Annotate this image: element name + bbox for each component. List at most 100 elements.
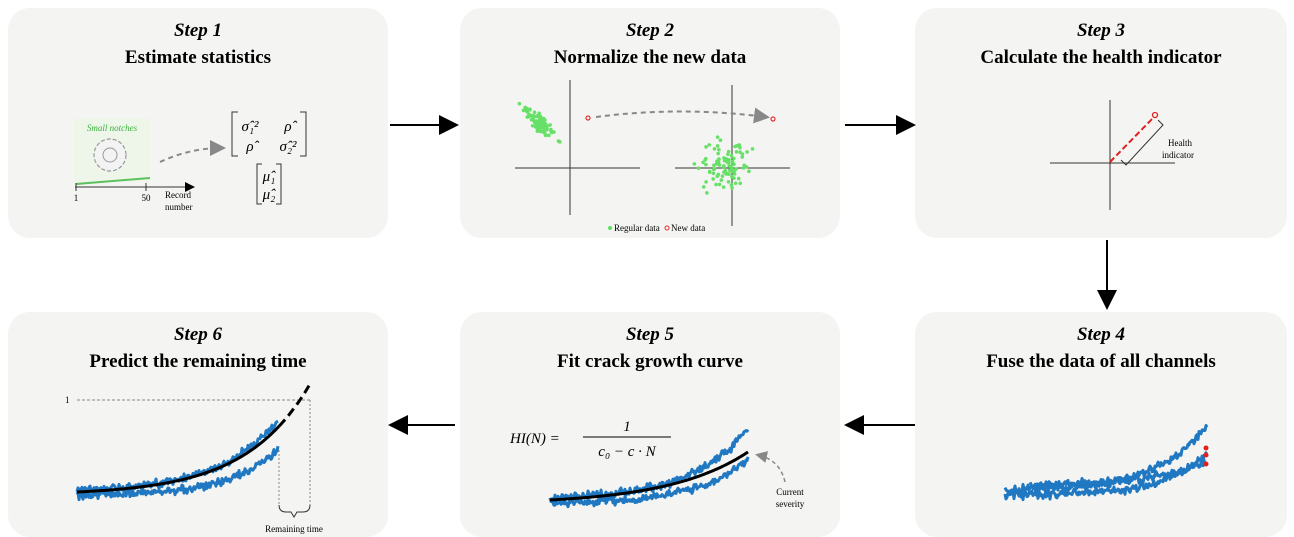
matrix-entry: σ̂₂² bbox=[279, 139, 297, 155]
panel bbox=[915, 312, 1287, 537]
data-point bbox=[738, 146, 742, 150]
data-point bbox=[701, 185, 706, 189]
data-point bbox=[718, 138, 723, 143]
data-point bbox=[704, 156, 708, 161]
panel bbox=[8, 8, 388, 238]
fitted-curve bbox=[277, 384, 311, 428]
bracket bbox=[256, 163, 282, 205]
step-label: Step 1 bbox=[174, 20, 222, 41]
data-point bbox=[696, 166, 701, 170]
data-point bbox=[738, 150, 742, 155]
data-point bbox=[717, 163, 722, 167]
data-point bbox=[733, 181, 738, 186]
data-point bbox=[525, 115, 530, 119]
vector-entry: μ̂₁ bbox=[262, 169, 277, 185]
data-point bbox=[722, 156, 726, 160]
panel bbox=[460, 8, 840, 238]
data-point bbox=[548, 123, 552, 127]
data-point bbox=[521, 108, 526, 113]
panel bbox=[460, 312, 840, 537]
dashed-arrow bbox=[159, 140, 226, 163]
step-title: Fit crack growth curve bbox=[557, 351, 743, 372]
data-point bbox=[717, 147, 721, 152]
noisy-curve bbox=[1003, 451, 1209, 502]
data-point bbox=[722, 165, 726, 170]
data-point bbox=[726, 171, 730, 176]
step5-graphic: HI(N) = 1 c₀ − c · N Current severity bbox=[509, 419, 805, 509]
data-point bbox=[711, 177, 715, 181]
data-point bbox=[535, 113, 540, 118]
step-title: Calculate the health indicator bbox=[980, 47, 1222, 68]
data-point bbox=[539, 116, 544, 121]
current-point bbox=[1203, 461, 1209, 467]
annotation: Health bbox=[1168, 138, 1192, 148]
data-point bbox=[740, 155, 745, 159]
step6-graphic: 1 Remaining time bbox=[65, 395, 323, 534]
data-point bbox=[715, 144, 720, 148]
trend bbox=[75, 177, 151, 185]
data-point bbox=[714, 182, 718, 187]
data-point bbox=[707, 143, 712, 147]
data-point bbox=[715, 135, 720, 139]
data-point bbox=[532, 110, 537, 115]
data-point bbox=[729, 183, 734, 187]
noisy-curve bbox=[75, 445, 280, 502]
data-point bbox=[716, 151, 720, 156]
new-point bbox=[585, 115, 591, 121]
panel bbox=[915, 8, 1287, 238]
data-point bbox=[517, 101, 522, 106]
gear-hole bbox=[102, 147, 118, 163]
data-point bbox=[729, 153, 734, 158]
annotation: indicator bbox=[1162, 150, 1194, 160]
data-point bbox=[717, 182, 722, 187]
noisy-curve bbox=[548, 428, 750, 503]
data-point bbox=[701, 160, 705, 165]
data-point bbox=[715, 174, 720, 179]
data-point bbox=[540, 125, 545, 130]
axis-title: number bbox=[165, 202, 193, 212]
step-title: Predict the remaining time bbox=[89, 351, 306, 372]
data-point bbox=[730, 160, 735, 164]
data-point bbox=[544, 127, 548, 132]
data-point bbox=[539, 129, 543, 134]
data-point bbox=[736, 176, 741, 181]
formula: HI(N) = bbox=[509, 431, 560, 447]
data-point bbox=[711, 171, 716, 176]
axis-title: Record bbox=[165, 190, 191, 200]
inset-label: Small notches bbox=[87, 123, 138, 133]
data-point bbox=[556, 139, 561, 143]
data-point bbox=[745, 150, 749, 154]
data-point bbox=[741, 166, 746, 170]
vector-entry: μ̂₂ bbox=[262, 187, 277, 203]
threshold-label: 1 bbox=[65, 395, 70, 405]
data-point bbox=[720, 174, 725, 178]
data-point bbox=[716, 160, 721, 164]
step-label: Step 2 bbox=[626, 20, 675, 41]
current-point bbox=[1203, 445, 1209, 451]
data-point bbox=[732, 156, 736, 161]
data-point bbox=[735, 144, 739, 148]
step-label: Step 4 bbox=[1077, 324, 1125, 345]
dashed-arrow bbox=[595, 107, 770, 124]
step-title: Normalize the new data bbox=[554, 47, 747, 68]
data-point bbox=[726, 152, 730, 157]
panel bbox=[8, 312, 388, 537]
data-point bbox=[540, 119, 544, 124]
data-point bbox=[719, 178, 724, 182]
data-point bbox=[524, 108, 528, 113]
data-point bbox=[528, 107, 532, 112]
axis-label: 1 bbox=[74, 193, 79, 203]
annotation: Remaining time bbox=[265, 524, 323, 534]
data-point bbox=[725, 160, 729, 164]
data-point bbox=[530, 114, 535, 119]
data-point bbox=[543, 124, 548, 128]
data-point bbox=[734, 149, 739, 154]
legend-label: New data bbox=[671, 223, 705, 233]
data-point bbox=[729, 166, 734, 170]
data-point bbox=[732, 172, 737, 176]
fitted-curve bbox=[549, 450, 749, 502]
annotation: Current bbox=[776, 487, 804, 497]
data-point bbox=[523, 105, 527, 110]
data-point bbox=[704, 145, 708, 149]
